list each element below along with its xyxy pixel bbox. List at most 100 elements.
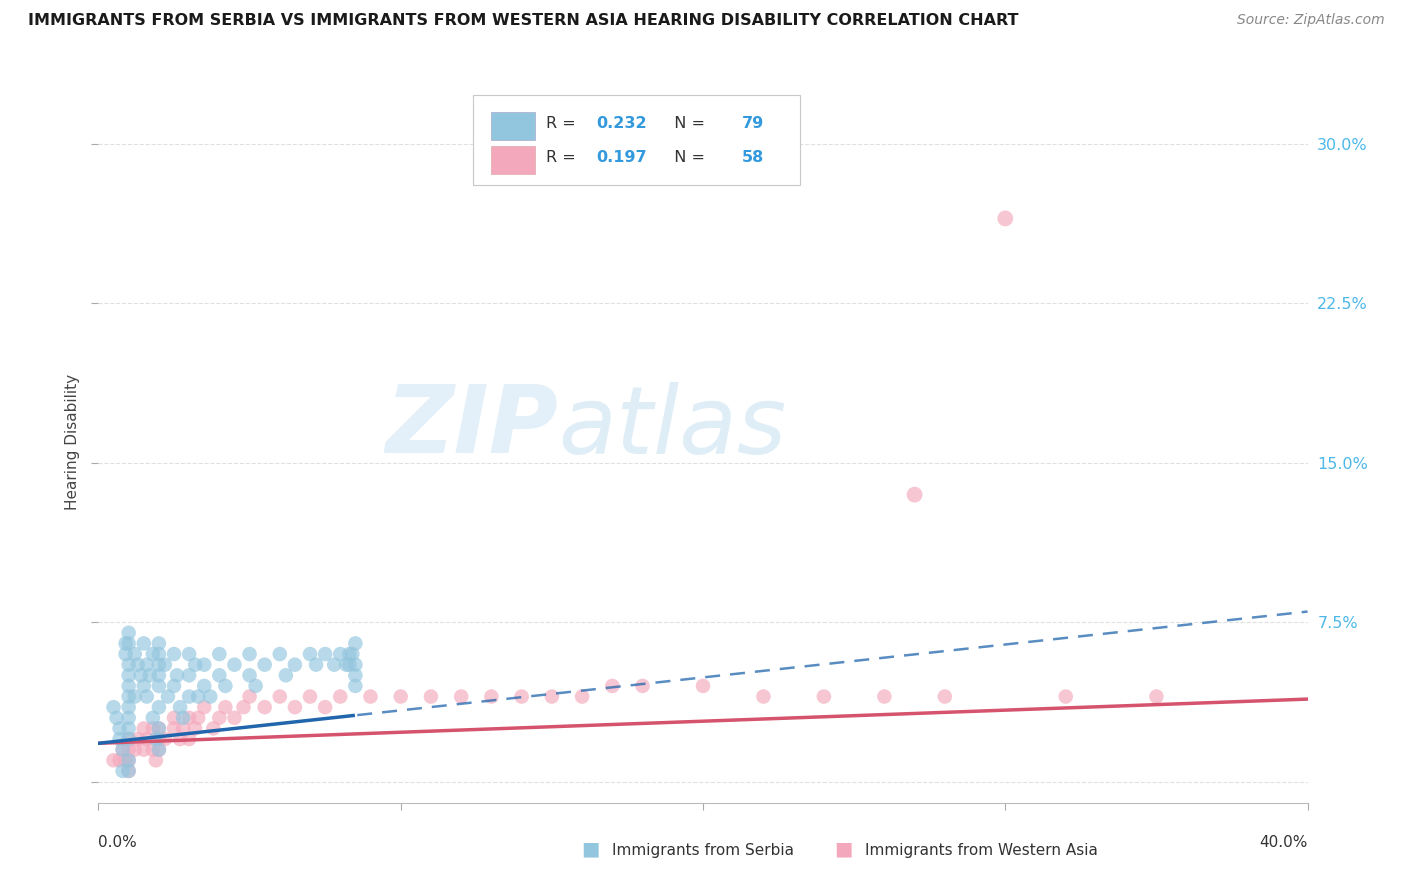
- Point: [314, 647, 336, 661]
- Point: [692, 679, 714, 693]
- Text: ZIP: ZIP: [385, 381, 558, 473]
- Point: [179, 690, 201, 704]
- Text: ■: ■: [581, 839, 600, 858]
- Text: 0.232: 0.232: [596, 116, 647, 131]
- Y-axis label: Hearing Disability: Hearing Disability: [65, 374, 80, 509]
- Point: [118, 742, 141, 756]
- Point: [187, 711, 209, 725]
- Point: [142, 711, 165, 725]
- Point: [200, 690, 222, 704]
- Point: [253, 657, 276, 672]
- Point: [274, 668, 297, 682]
- Point: [114, 647, 136, 661]
- Point: [118, 764, 141, 778]
- Text: Immigrants from Western Asia: Immigrants from Western Asia: [865, 843, 1098, 858]
- Point: [118, 753, 141, 767]
- Point: [132, 742, 155, 756]
- Text: atlas: atlas: [558, 382, 786, 473]
- Point: [108, 722, 131, 736]
- Point: [305, 657, 328, 672]
- Point: [602, 679, 624, 693]
- Point: [344, 636, 367, 650]
- Point: [111, 742, 134, 756]
- Point: [103, 753, 125, 767]
- Point: [132, 636, 155, 650]
- Point: [163, 722, 186, 736]
- Point: [179, 668, 201, 682]
- Point: [335, 657, 357, 672]
- Point: [253, 700, 276, 714]
- Point: [148, 668, 170, 682]
- Point: [166, 668, 188, 682]
- Text: Source: ZipAtlas.com: Source: ZipAtlas.com: [1237, 13, 1385, 28]
- Point: [118, 732, 141, 747]
- Point: [510, 690, 533, 704]
- Text: 79: 79: [742, 116, 763, 131]
- Point: [142, 647, 165, 661]
- Point: [148, 722, 170, 736]
- Point: [239, 647, 262, 661]
- Point: [481, 690, 503, 704]
- Text: IMMIGRANTS FROM SERBIA VS IMMIGRANTS FROM WESTERN ASIA HEARING DISABILITY CORREL: IMMIGRANTS FROM SERBIA VS IMMIGRANTS FRO…: [28, 13, 1018, 29]
- Point: [118, 711, 141, 725]
- Text: R =: R =: [546, 150, 581, 165]
- Point: [118, 636, 141, 650]
- Point: [156, 690, 179, 704]
- Point: [360, 690, 382, 704]
- Point: [169, 700, 191, 714]
- Point: [142, 722, 165, 736]
- Point: [187, 690, 209, 704]
- Point: [193, 700, 215, 714]
- FancyBboxPatch shape: [492, 112, 534, 140]
- Point: [337, 647, 360, 661]
- Text: N =: N =: [664, 116, 710, 131]
- Point: [214, 700, 236, 714]
- Point: [127, 732, 149, 747]
- Point: [239, 668, 262, 682]
- Point: [239, 690, 262, 704]
- Text: Immigrants from Serbia: Immigrants from Serbia: [612, 843, 793, 858]
- Point: [172, 722, 194, 736]
- Point: [148, 732, 170, 747]
- FancyBboxPatch shape: [492, 145, 534, 174]
- Point: [329, 690, 352, 704]
- Point: [179, 732, 201, 747]
- Point: [114, 636, 136, 650]
- Point: [323, 657, 346, 672]
- Point: [344, 668, 367, 682]
- Point: [118, 722, 141, 736]
- Point: [299, 647, 322, 661]
- Point: [103, 700, 125, 714]
- Point: [873, 690, 896, 704]
- Point: [148, 700, 170, 714]
- Point: [132, 679, 155, 693]
- Point: [329, 647, 352, 661]
- Text: 0.0%: 0.0%: [98, 835, 138, 850]
- Point: [284, 700, 307, 714]
- Text: N =: N =: [664, 150, 710, 165]
- Point: [148, 679, 170, 693]
- Point: [118, 764, 141, 778]
- Point: [202, 722, 225, 736]
- Text: R =: R =: [546, 116, 581, 131]
- Point: [163, 679, 186, 693]
- Text: 0.197: 0.197: [596, 150, 647, 165]
- Point: [284, 657, 307, 672]
- Point: [994, 211, 1017, 226]
- Point: [540, 690, 562, 704]
- Point: [135, 657, 157, 672]
- Point: [299, 690, 322, 704]
- Point: [148, 742, 170, 756]
- Point: [904, 488, 927, 502]
- Point: [124, 690, 146, 704]
- Point: [132, 722, 155, 736]
- Point: [111, 764, 134, 778]
- Point: [118, 690, 141, 704]
- Point: [118, 679, 141, 693]
- Point: [118, 668, 141, 682]
- Point: [105, 711, 128, 725]
- Point: [450, 690, 472, 704]
- Point: [118, 625, 141, 640]
- Point: [108, 732, 131, 747]
- Text: ■: ■: [834, 839, 853, 858]
